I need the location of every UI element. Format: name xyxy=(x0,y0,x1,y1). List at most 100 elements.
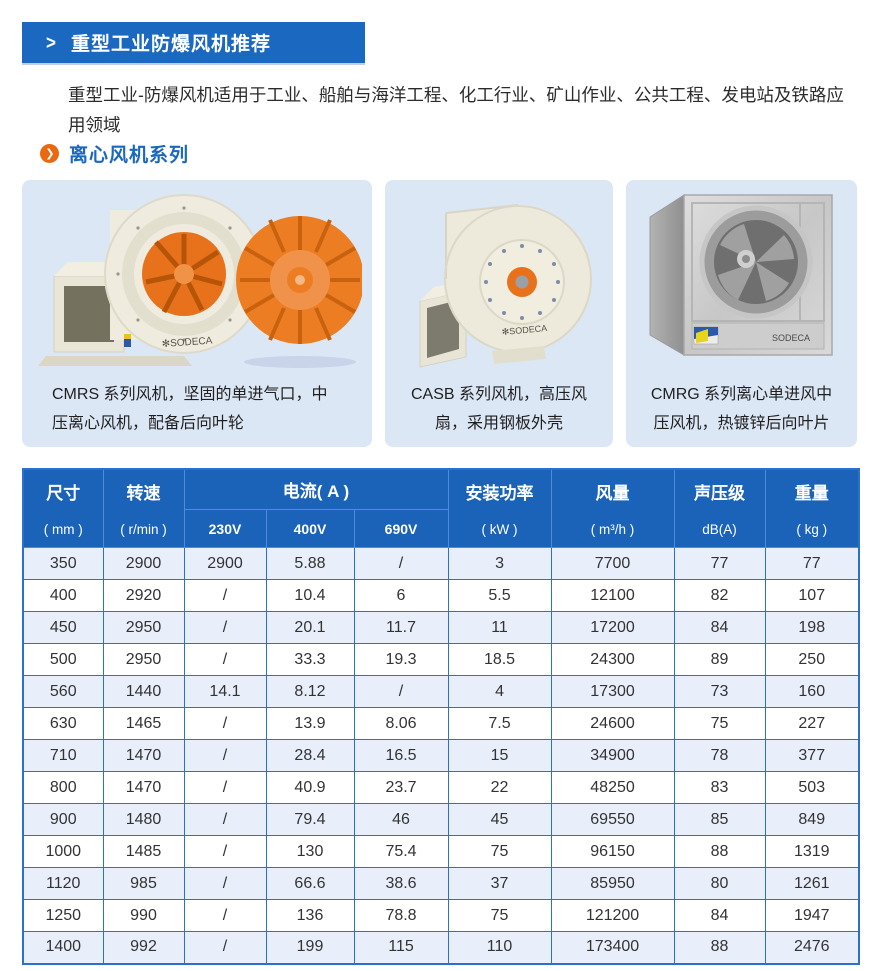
table-cell: 2920 xyxy=(102,579,185,612)
spec-table: 尺寸 ( mm ) 转速 ( r/min ) 电流( A ) 安装功率 ( kW… xyxy=(22,468,861,965)
table-cell: 160 xyxy=(764,675,860,708)
product-card-text: CASB 系列风机，高压风扇，采用钢板外壳 xyxy=(410,386,588,432)
col-subheader-230v: 230V xyxy=(183,509,267,548)
product-card-casb: ✻SODECA CASB 系列风机，高压风扇，采用钢板外壳 xyxy=(385,180,613,447)
table-cell: 1261 xyxy=(764,867,860,900)
table-cell: 5.88 xyxy=(265,547,355,580)
col-unit: ( m³/h ) xyxy=(590,522,635,537)
col-header-weight: 重量 ( kg ) xyxy=(764,468,860,548)
table-cell: 11 xyxy=(447,611,552,644)
table-cell: / xyxy=(183,643,267,676)
series-heading: ❯ 离心风机系列 xyxy=(40,140,189,167)
col-header-power: 安装功率 ( kW ) xyxy=(447,468,552,548)
table-cell: 1250 xyxy=(22,899,104,932)
col-label: 重量 xyxy=(794,483,829,503)
product-card-text: CMRS 系列风机，坚固的单进气口，中压离心风机，配备后向叶轮 xyxy=(52,386,328,432)
table-row: 500 2950/33.3 19.3 18.5 24300 89 250 xyxy=(22,643,860,676)
table-cell: 84 xyxy=(673,899,766,932)
col-unit: ( kg ) xyxy=(796,522,828,537)
table-cell: 15 xyxy=(447,739,552,772)
table-cell: 11.7 xyxy=(353,611,449,644)
table-cell: 75 xyxy=(447,899,552,932)
table-cell: / xyxy=(353,547,449,580)
table-cell: 24300 xyxy=(550,643,675,676)
table-cell: 199 xyxy=(265,931,355,964)
col-label: 声压级 xyxy=(694,483,746,503)
svg-text:✻SODECA: ✻SODECA xyxy=(501,323,547,337)
table-cell: 849 xyxy=(764,803,860,836)
table-cell: 33.3 xyxy=(265,643,355,676)
table-cell: 1440 xyxy=(102,675,185,708)
table-cell: 250 xyxy=(764,643,860,676)
table-cell: 115 xyxy=(353,931,449,964)
table-cell: 227 xyxy=(764,707,860,740)
table-row: 710 1470/28.4 16.5 15 34900 78 377 xyxy=(22,739,860,772)
table-cell: 69550 xyxy=(550,803,675,836)
table-cell: 2476 xyxy=(764,931,860,964)
col-header-size: 尺寸 ( mm ) xyxy=(22,468,104,548)
table-cell: 1485 xyxy=(102,835,185,868)
chevron-right-circle-icon: ❯ xyxy=(40,144,59,163)
col-label: 风量 xyxy=(595,483,630,503)
svg-text:✻SODECA: ✻SODECA xyxy=(161,335,213,350)
table-cell: 45 xyxy=(447,803,552,836)
product-card-list: ✻SODECA xyxy=(22,180,858,447)
table-cell: 1120 xyxy=(22,867,104,900)
table-row: 1120 985/66.6 38.6 37 85950 80 1261 xyxy=(22,867,860,900)
cmrg-fan-image: SODECA xyxy=(626,180,857,380)
table-cell: 73 xyxy=(673,675,766,708)
table-cell: 8.06 xyxy=(353,707,449,740)
table-cell: 66.6 xyxy=(265,867,355,900)
col-label: 安装功率 xyxy=(465,483,534,503)
table-cell: 5.5 xyxy=(447,579,552,612)
col-subheader-400v: 400V xyxy=(265,509,355,548)
table-cell: 1470 xyxy=(102,771,185,804)
col-header-current: 电流( A ) xyxy=(183,468,449,511)
series-title: 离心风机系列 xyxy=(69,145,190,166)
table-cell: 34900 xyxy=(550,739,675,772)
table-cell: 121200 xyxy=(550,899,675,932)
product-card-cmrg: SODECA CMRG 系列离心单进风中压风机，热镀锌后向叶片 xyxy=(626,180,857,447)
col-unit: ( mm ) xyxy=(43,522,83,537)
table-cell: 40.9 xyxy=(265,771,355,804)
table-cell: 173400 xyxy=(550,931,675,964)
table-cell: 630 xyxy=(22,707,104,740)
table-cell: 1319 xyxy=(764,835,860,868)
col-unit: ( kW ) xyxy=(481,522,518,537)
svg-text:SODECA: SODECA xyxy=(772,333,810,343)
table-cell: 710 xyxy=(22,739,104,772)
col-subheader-690v: 690V xyxy=(353,509,449,548)
table-cell: / xyxy=(183,579,267,612)
table-cell: / xyxy=(183,803,267,836)
table-cell: 77 xyxy=(673,547,766,580)
table-cell: 800 xyxy=(22,771,104,804)
table-cell: 85950 xyxy=(550,867,675,900)
table-row: 1250 990/136 78.8 75 121200 84 1947 xyxy=(22,899,860,932)
table-cell: 2950 xyxy=(102,643,185,676)
table-cell: 78 xyxy=(673,739,766,772)
table-cell: 19.3 xyxy=(353,643,449,676)
table-cell: 400 xyxy=(22,579,104,612)
table-cell: 1465 xyxy=(102,707,185,740)
table-cell: 450 xyxy=(22,611,104,644)
table-cell: 96150 xyxy=(550,835,675,868)
table-cell: 350 xyxy=(22,547,104,580)
table-cell: 77 xyxy=(764,547,860,580)
table-cell: 560 xyxy=(22,675,104,708)
table-cell: 990 xyxy=(102,899,185,932)
table-cell: 1480 xyxy=(102,803,185,836)
table-row: 400 2920/10.4 6 5.5 12100 82 107 xyxy=(22,579,860,612)
table-row: 630 1465/13.9 8.06 7.5 24600 75 227 xyxy=(22,707,860,740)
table-cell: 75.4 xyxy=(353,835,449,868)
section-banner: > 重型工业防爆风机推荐 xyxy=(22,22,365,63)
table-cell: 16.5 xyxy=(353,739,449,772)
table-cell: 28.4 xyxy=(265,739,355,772)
table-cell: 130 xyxy=(265,835,355,868)
table-row: 1000 1485/130 75.4 75 96150 88 1319 xyxy=(22,835,860,868)
table-row: 560 1440 14.1 8.12/4 17300 73 160 xyxy=(22,675,860,708)
table-cell: 4 xyxy=(447,675,552,708)
table-cell: 82 xyxy=(673,579,766,612)
table-cell: 2900 xyxy=(183,547,267,580)
table-cell: 198 xyxy=(764,611,860,644)
product-card-cmrs: ✻SODECA xyxy=(22,180,372,447)
